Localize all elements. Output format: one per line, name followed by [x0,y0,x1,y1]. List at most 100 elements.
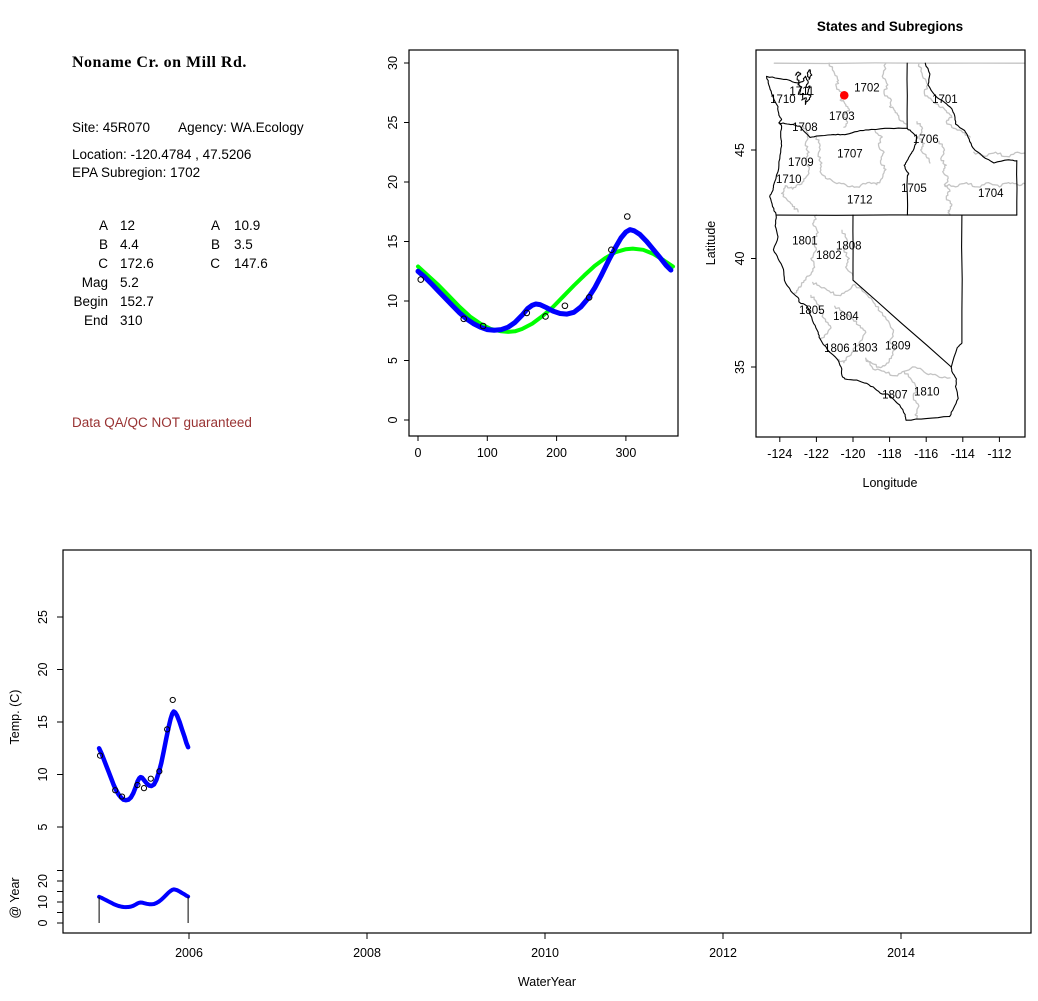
region-label: 1705 [901,183,927,195]
param-row: End 310 [66,311,268,330]
param-value: 172.6 [120,256,154,271]
state-boundary [794,71,802,78]
region-label: 1804 [833,311,859,323]
y-tick-label: 30 [386,56,400,70]
map-box [755,49,1026,438]
region-label: 1707 [837,148,863,160]
data-point [417,276,425,283]
temp-curve [96,709,191,803]
param-value: 4.4 [120,237,139,252]
region-label: 1708 [792,122,818,134]
param-value: 5.2 [120,275,139,290]
region-label: 1709 [788,157,814,169]
param-value: 12 [120,218,136,233]
state-boundary [778,122,908,138]
x-axis-title: Longitude [863,476,918,490]
subregion-boundary [881,62,907,125]
fit-parameters-table: A 12 A 10.9 B 4.4 B 3.5 C 172.6 C 147.6 Mag 5.2 Begin 1… [66,216,268,330]
y-axis-title-temp: Temp. (C) [8,690,22,745]
region-label: 1710 [776,174,802,186]
x-tick-label: 2006 [175,946,203,960]
param-value: 310 [120,313,143,328]
region-label: 1701 [932,94,958,106]
region-label: 1803 [852,342,878,354]
param-label: Mag [81,275,108,290]
location-value: Location: -120.4784 , 47.5206 [72,147,252,162]
y-tick-label: 15 [36,715,50,729]
x-tick-label: -118 [878,447,902,461]
param-row: B 4.4 B 3.5 [66,235,268,254]
subregion-boundary [780,125,810,213]
states-subregions-map: States and Subregions 1711 1702 1701 1710 170… [704,19,1026,490]
location-block: Location: -120.4784 , 47.5206 EPA Subreg… [72,146,251,182]
x-axis-title: WaterYear [518,975,576,989]
param-label-2: B [210,237,220,252]
subregion-boundary [773,62,1025,65]
region-label: 1704 [978,188,1004,200]
data-point [479,322,487,330]
data-point [118,793,126,800]
y-tick-label: 45 [733,143,747,157]
temp-timeseries-chart: 2006 2008 2010 2012 2014WaterYear510152025Te… [8,549,1032,989]
data-point [523,309,531,317]
year-summary-curve [97,887,191,910]
x-tick-label: -116 [914,447,938,461]
x-tick-label: -124 [767,447,792,461]
data-point [169,696,176,704]
param-label-2: A [210,218,220,233]
y-tick-label: 25 [36,610,50,624]
param-value-2: 147.6 [234,256,268,271]
param-row: A 12 A 10.9 [66,216,268,235]
state-boundary [950,214,963,368]
data-point [134,781,141,789]
y-tick-label: 40 [733,252,747,266]
y-tick-label: 20 [36,663,50,677]
data-point [608,246,615,254]
y-tick-label: 5 [386,357,400,364]
data-point [96,752,104,759]
region-label: 1801 [792,235,818,247]
subregion-boundary [815,129,887,188]
region-label: 1712 [847,194,873,206]
subregion-boundary [938,140,953,216]
subregion-boundary [793,214,819,294]
region-label: 1806 [824,343,850,355]
param-label-2 [180,273,220,292]
state-boundary [905,415,951,421]
param-label: End [83,313,108,328]
region-label: 1711 [789,86,814,98]
x-tick-label: 300 [615,446,636,460]
data-point [140,785,148,792]
x-tick-label: 200 [546,446,567,460]
subregion-boundary [854,283,896,369]
state-boundary [903,127,918,216]
plot-box [408,49,679,437]
region-label: 1809 [885,340,911,352]
region-label: 1802 [816,250,842,262]
info-panel: Noname Cr. on Mill Rd. [72,54,247,72]
subregion-boundary [917,62,971,138]
y-axis-title-year: @ Year [8,877,22,918]
data-point [585,294,593,301]
subregion-boundary [828,62,850,128]
map-title: States and Subregions [817,19,963,34]
y-tick-label: 0 [386,416,400,423]
y-tick-label: 15 [386,235,400,249]
param-label-2 [180,311,220,330]
region-label: 1810 [914,386,940,398]
region-label: 1805 [799,305,825,317]
param-value-2: 3.5 [234,237,253,252]
map-geometry: 1711 1702 1701 1710 1703 1708 1706 1707 1709 1710… [766,62,1025,421]
y-tick-sub-label: 20 [36,874,50,888]
data-point [112,787,119,794]
data-point [164,726,171,733]
y-tick-sub-label: 0 [36,919,50,926]
y-tick-label: 10 [36,768,50,782]
y-tick-label: 20 [386,175,400,189]
region-label: 1710 [770,94,796,106]
region-label: 1808 [836,240,862,252]
x-tick-label: 2012 [709,946,737,960]
state-boundary [949,366,959,418]
state-boundary [796,75,812,105]
